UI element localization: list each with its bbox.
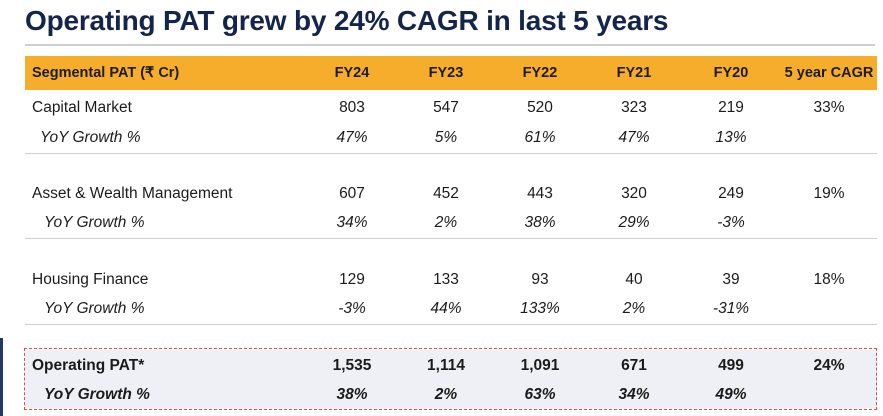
table-cell: 129 — [339, 271, 365, 288]
table-cell: -3% — [717, 214, 745, 231]
table-cell: -31% — [712, 300, 750, 317]
table-cell: 219 — [718, 99, 744, 116]
table-cell: 38% — [336, 386, 368, 403]
table-cell: 33% — [813, 99, 845, 116]
table-cell: 323 — [621, 99, 647, 116]
table-cell: 2% — [434, 214, 458, 231]
table-cell: 63% — [524, 386, 556, 403]
row-label-yoy: YoY Growth % — [44, 214, 145, 231]
header-fy21: FY21 — [616, 65, 652, 81]
table-cell: 38% — [524, 214, 556, 231]
table-cell: 520 — [527, 99, 553, 116]
table-cell: 671 — [621, 357, 647, 374]
table-cell: 19% — [813, 185, 845, 202]
table-cell: 13% — [715, 129, 747, 146]
row-label-yoy: YoY Growth % — [40, 129, 141, 146]
table-cell: 607 — [339, 185, 365, 202]
table-cell: 1,535 — [332, 357, 372, 374]
table-cell: -3% — [338, 300, 366, 317]
table-cell: 47% — [336, 129, 368, 146]
table-cell: 249 — [718, 185, 744, 202]
left-accent-bar — [0, 338, 3, 416]
row-divider — [25, 153, 877, 154]
table-cell: 29% — [618, 214, 650, 231]
page-title: Operating PAT grew by 24% CAGR in last 5… — [25, 5, 669, 36]
table-header: Segmental PAT (₹ Cr) FY24 FY23 FY22 FY21… — [25, 56, 877, 90]
header-fy22: FY22 — [522, 65, 558, 81]
row-label-operating-pat: Operating PAT* — [32, 357, 145, 374]
row-label-housing-finance: Housing Finance — [32, 271, 149, 288]
title-divider — [25, 44, 875, 46]
row-divider — [25, 238, 877, 239]
table-cell: 133 — [433, 271, 459, 288]
table-cell: 499 — [718, 357, 744, 374]
table-cell: 2% — [434, 386, 458, 403]
header-segment: Segmental PAT (₹ Cr) — [32, 65, 180, 81]
table-cell: 547 — [433, 99, 459, 116]
header-fy23: FY23 — [428, 65, 464, 81]
table-cell: 93 — [531, 271, 549, 288]
total-highlight-box — [24, 348, 877, 410]
header-cagr: 5 year CAGR — [784, 65, 874, 81]
table-cell: 34% — [336, 214, 368, 231]
table-cell: 40 — [625, 271, 643, 288]
total-row-background — [25, 350, 877, 408]
table-cell: 443 — [527, 185, 553, 202]
table-cell: 49% — [715, 386, 747, 403]
table-cell: 5% — [434, 129, 458, 146]
row-label-yoy: YoY Growth % — [44, 386, 150, 403]
table-cell: 320 — [621, 185, 647, 202]
table-cell: 47% — [618, 129, 650, 146]
table-cell: 24% — [813, 357, 845, 374]
table-cell: 1,114 — [427, 357, 465, 374]
table-cell: 39 — [722, 271, 740, 288]
table-cell: 34% — [618, 386, 650, 403]
row-label-capital-market: Capital Market — [32, 99, 132, 116]
table-cell: 452 — [433, 185, 459, 202]
row-divider — [25, 324, 877, 325]
table-cell: 803 — [339, 99, 365, 116]
table-cell: 1,091 — [520, 357, 560, 374]
table-cell: 2% — [622, 300, 646, 317]
row-label-asset-wealth: Asset & Wealth Management — [32, 185, 233, 202]
header-fy20: FY20 — [713, 65, 749, 81]
row-label-yoy: YoY Growth % — [44, 300, 145, 317]
table-cell: 61% — [524, 129, 556, 146]
header-fy24: FY24 — [334, 65, 370, 81]
table-cell: 44% — [430, 300, 462, 317]
table-cell: 18% — [813, 271, 845, 288]
table-cell: 133% — [520, 300, 560, 317]
